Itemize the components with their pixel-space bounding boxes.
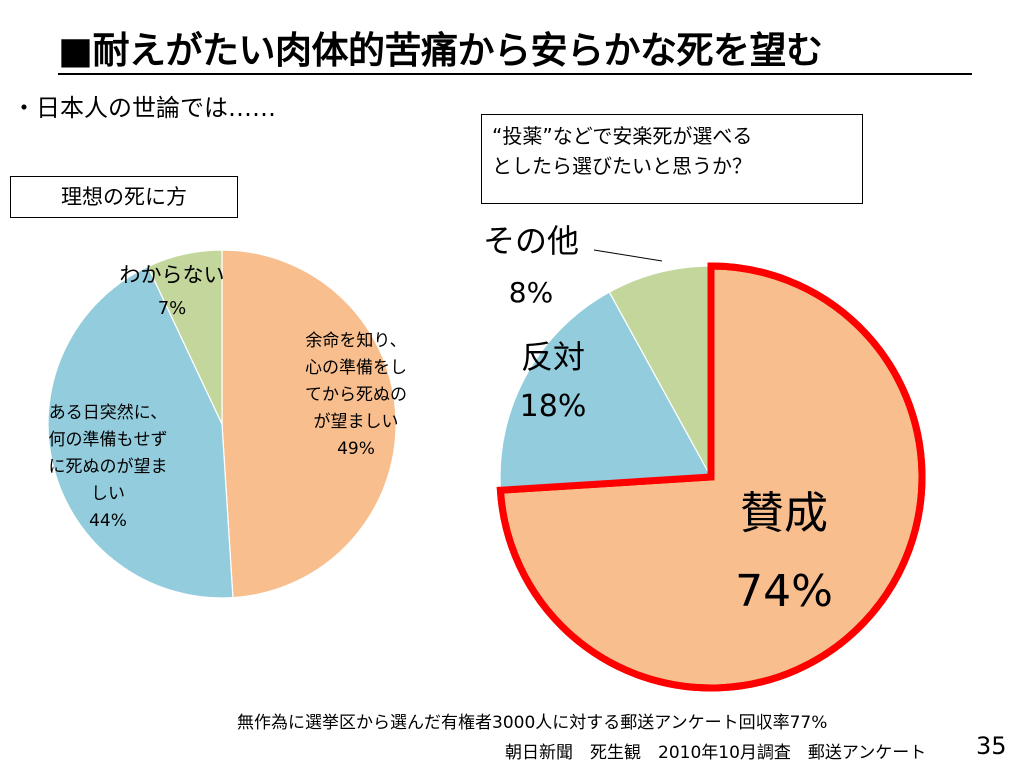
right-chart-question-box: “投薬”などで安楽死が選べる としたら選びたいと思うか？	[481, 114, 863, 204]
title-underline	[58, 73, 972, 75]
label-disagree: 反対	[521, 338, 585, 376]
value-other: 8%	[509, 276, 553, 309]
label-agree: 賛成	[740, 488, 828, 539]
pie-chart-1: 49% 44% 7%	[47, 249, 397, 599]
footnote-survey: 無作為に選挙区から選んだ有権者3000人に対する郵送アンケート回収率77%	[237, 713, 828, 733]
left-chart-title-box: 理想の死に方	[10, 176, 238, 218]
value-disagree: 18%	[520, 389, 587, 424]
leader-line-other	[593, 249, 663, 262]
slice-agree-highlight-border	[496, 262, 926, 692]
page-title: ■耐えがたい肉体的苦痛から安らかな死を望む	[58, 29, 823, 72]
footnote-source: 朝日新聞 死生観 2010年10月調査 郵送アンケート	[505, 743, 927, 763]
pie-chart-2: 74% 18% 8%	[496, 262, 926, 692]
subtitle: ・日本人の世論では……	[12, 94, 276, 122]
slice-long-death	[221, 249, 397, 599]
slice-unknown	[147, 249, 223, 425]
question-line-1: “投薬”などで安楽死が選べる	[492, 124, 753, 148]
value-long-death: 49%	[337, 439, 375, 459]
label-sudden-death: ある日突然に、何の準備もせずに死ぬのが望ましい	[49, 403, 168, 504]
label-long-death: 余命を知り、心の準備をしてから死ぬのが望ましい	[305, 331, 407, 432]
slice-disagree	[499, 291, 712, 491]
label-unknown: わからない	[120, 263, 225, 287]
label-other: その他	[483, 222, 579, 260]
page-number: 35	[976, 732, 1007, 760]
question-line-2: としたら選びたいと思うか？	[492, 154, 752, 178]
value-unknown: 7%	[158, 298, 187, 319]
value-sudden-death: 44%	[89, 511, 127, 531]
value-agree: 74%	[735, 566, 833, 617]
